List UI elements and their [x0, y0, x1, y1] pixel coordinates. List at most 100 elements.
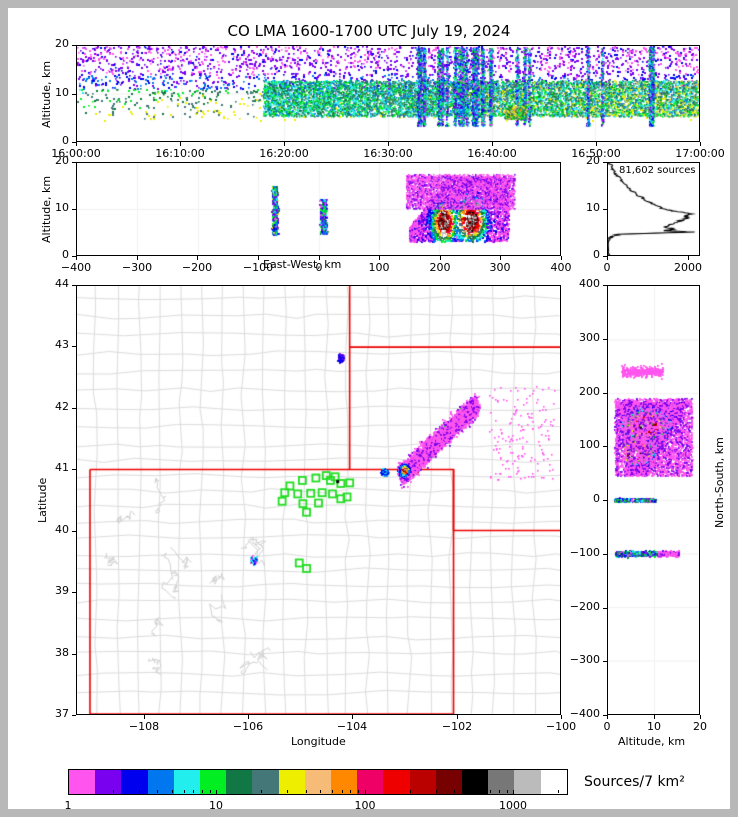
ns-height-xlabel: Altitude, km — [618, 735, 686, 748]
axis-tick — [258, 256, 259, 260]
ew-height-xtick: 0 — [315, 261, 323, 274]
colorbar-swatch-16 — [488, 770, 515, 794]
axis-tick — [603, 446, 607, 447]
axis-tick — [603, 715, 607, 716]
colorbar-tick — [202, 790, 203, 793]
axis-tick — [603, 554, 607, 555]
axis-tick — [248, 715, 249, 719]
colorbar-tick — [68, 790, 69, 795]
colorbar-ticks — [68, 790, 568, 801]
map-ytick: 42 — [55, 400, 69, 413]
colorbar-tick — [320, 790, 321, 793]
ns-height-ytick: 400 — [579, 277, 600, 290]
colorbar-tick — [113, 790, 114, 793]
colorbar-label: Sources/7 km² — [584, 774, 685, 790]
axis-tick — [72, 654, 76, 655]
ew-height-ylabel: Altitude, km — [40, 175, 53, 243]
ew-height-xtick: −400 — [60, 261, 92, 274]
colorbar-tick-labels: 1 10 100 1000 — [65, 799, 568, 809]
map-ytick: 41 — [55, 461, 69, 474]
map-ytick: 43 — [55, 338, 69, 351]
ew-height-ytick: 20 — [55, 154, 69, 167]
colorbar-swatch-2 — [121, 770, 148, 794]
colorbar-swatch-13 — [409, 770, 436, 794]
axis-tick — [72, 408, 76, 409]
axis-tick — [144, 715, 145, 719]
ns-height-panel — [607, 285, 700, 715]
ns-height-xtick: 0 — [603, 720, 611, 733]
ew-height-xtick: −300 — [121, 261, 153, 274]
axis-tick — [319, 256, 320, 260]
map-xtick: −108 — [128, 720, 160, 733]
colorbar-swatch-6 — [226, 770, 253, 794]
colorbar-tick — [454, 790, 455, 793]
axis-tick — [72, 469, 76, 470]
colorbar-swatch-8 — [278, 770, 305, 794]
axis-tick — [72, 346, 76, 347]
map-xlabel: Longitude — [291, 735, 346, 748]
axis-tick — [72, 45, 76, 46]
ew-height-xtick: −200 — [181, 261, 213, 274]
ew-height-ytick: 10 — [55, 201, 69, 214]
hist-ytick: 10 — [586, 201, 600, 214]
time-height-xtick: 16:00:00 — [51, 147, 101, 160]
ns-height-ytick: 200 — [579, 385, 600, 398]
colorbar-tick — [513, 790, 514, 795]
colorbar-tick — [436, 790, 437, 793]
axis-tick — [607, 256, 608, 260]
axis-tick — [197, 256, 198, 260]
colorbar-tick — [210, 790, 211, 793]
axis-tick — [352, 715, 353, 719]
map-ytick: 40 — [55, 523, 69, 536]
axis-tick — [72, 715, 76, 716]
colorbar-tick — [287, 790, 288, 793]
axis-tick — [603, 162, 607, 163]
axis-tick — [561, 256, 562, 260]
ns-height-ytick: −400 — [569, 707, 600, 720]
axis-tick — [72, 256, 76, 257]
axis-tick — [603, 285, 607, 286]
ew-height-plot — [77, 163, 560, 255]
source-count-annotation: 81,602 sources — [619, 165, 696, 176]
ns-height-ytick: −300 — [569, 653, 600, 666]
colorbar-tick — [365, 790, 366, 795]
colorbar-swatch-15 — [462, 770, 489, 794]
colorbar-swatch-18 — [540, 770, 567, 794]
time-height-xtick: 16:30:00 — [363, 147, 413, 160]
axis-tick — [72, 142, 76, 143]
ew-height-xtick: 100 — [368, 261, 390, 274]
colorbar-tick — [139, 790, 140, 793]
map-ytick: 37 — [55, 707, 69, 720]
map-xtick: −104 — [336, 720, 368, 733]
ew-height-xtick: 200 — [429, 261, 451, 274]
ew-height-xtick: −100 — [242, 261, 274, 274]
colorbar-tick — [184, 790, 185, 793]
colorbar-swatch-5 — [200, 770, 227, 794]
map-ytick: 38 — [55, 646, 69, 659]
axis-tick — [561, 715, 562, 719]
colorbar-swatch-7 — [252, 770, 279, 794]
time-height-plot — [77, 46, 699, 141]
colorbar-tick — [358, 790, 359, 793]
axis-tick — [76, 256, 77, 260]
axis-tick — [388, 142, 389, 146]
colorbar-swatch-1 — [95, 770, 122, 794]
ew-height-xtick: 300 — [489, 261, 511, 274]
colorbar-swatch-4 — [173, 770, 201, 794]
time-height-ylabel: Altitude, km — [40, 60, 53, 128]
ns-height-ytick: 300 — [579, 331, 600, 344]
colorbar-tick — [306, 790, 307, 793]
hist-ytick: 20 — [586, 154, 600, 167]
axis-tick — [603, 661, 607, 662]
ns-height-ytick: 0 — [593, 492, 600, 505]
figure-title: CO LMA 1600-1700 UTC July 19, 2024 — [227, 22, 511, 40]
colorbar-swatch-9 — [304, 770, 332, 794]
time-height-ytick: 20 — [55, 37, 69, 50]
axis-tick — [440, 256, 441, 260]
axis-tick — [603, 500, 607, 501]
colorbar-swatch-12 — [383, 770, 410, 794]
hist-xtick: 2000 — [674, 261, 702, 274]
colorbar-swatch-14 — [435, 770, 463, 794]
hist-ytick: 0 — [593, 248, 600, 261]
axis-tick — [72, 285, 76, 286]
